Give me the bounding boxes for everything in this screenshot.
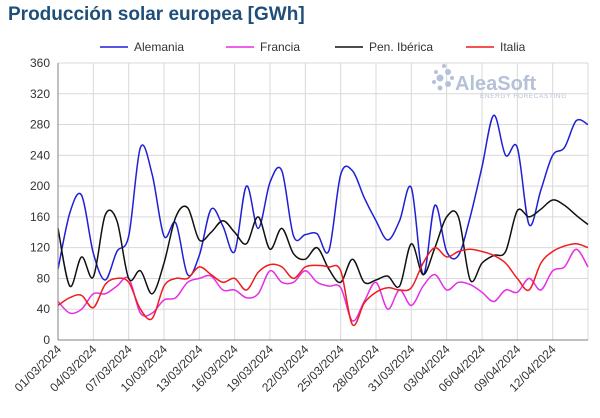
series-line-francia (57, 248, 589, 322)
grid-lines (57, 62, 589, 341)
y-tick-label: 360 (30, 56, 50, 70)
logo-dot (437, 85, 443, 91)
y-tick-label: 240 (30, 148, 50, 162)
series-line-italia (57, 243, 589, 327)
x-axis-tick-labels: 01/03/202404/03/202407/03/202410/03/2024… (12, 342, 559, 395)
watermark-tagline: ENERGY FORECASTING (480, 93, 567, 100)
watermark-brand: AleaSoft (455, 73, 536, 95)
y-axis-tick-labels: 0 40 80 120 160 200 240 280 320 360 (30, 56, 50, 347)
aleasoft-logo-icon (432, 64, 454, 91)
series-lines (57, 114, 589, 327)
logo-dot (445, 81, 451, 87)
aleasoft-watermark: AleaSoft ENERGY FORECASTING (432, 64, 567, 100)
legend-label: Italia (500, 40, 526, 54)
y-tick-label: 80 (37, 271, 51, 285)
y-tick-label: 120 (30, 241, 50, 255)
logo-dot (436, 74, 444, 82)
series-line-pen-ib-rica (57, 199, 589, 295)
y-tick-label: 40 (37, 302, 51, 316)
y-tick-label: 160 (30, 210, 50, 224)
logo-dot (445, 69, 451, 75)
legend-label: Alemania (134, 40, 184, 54)
series-line-alemania (57, 114, 589, 281)
legend: Alemania Francia Pen. Ibérica Italia (100, 40, 526, 54)
axes (57, 63, 588, 341)
y-tick-label: 320 (30, 87, 50, 101)
y-tick-label: 0 (43, 333, 50, 347)
y-tick-label: 200 (30, 179, 50, 193)
logo-dot (434, 70, 438, 74)
y-tick-label: 280 (30, 118, 50, 132)
chart-title: Producción solar europea [GWh] (8, 4, 305, 25)
legend-label: Pen. Ibérica (369, 40, 433, 54)
logo-dot (442, 64, 446, 68)
logo-dot (432, 80, 436, 84)
legend-label: Francia (260, 40, 300, 54)
logo-dot (450, 76, 454, 80)
